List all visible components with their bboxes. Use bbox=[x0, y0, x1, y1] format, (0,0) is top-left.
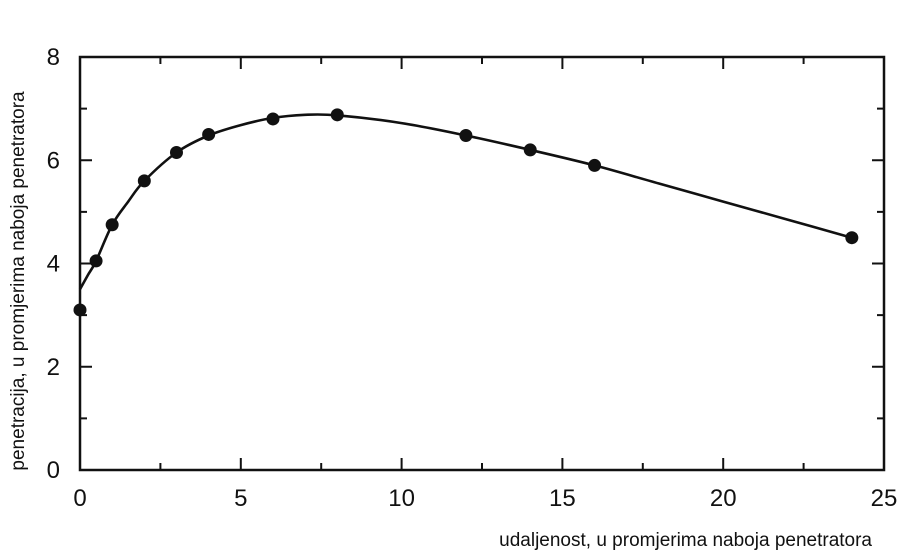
x-tick-label: 0 bbox=[73, 485, 86, 512]
data-point bbox=[588, 158, 602, 172]
x-axis-title: udaljenost, u promjerima naboja penetrat… bbox=[499, 530, 872, 551]
y-tick-label: 4 bbox=[47, 251, 60, 278]
data-point bbox=[202, 127, 216, 141]
plot-frame bbox=[78, 55, 886, 472]
x-tick-label: 15 bbox=[549, 485, 576, 512]
axis-ticks bbox=[79, 56, 885, 471]
data-point bbox=[89, 254, 103, 268]
data-point bbox=[266, 112, 280, 126]
y-tick-label: 6 bbox=[47, 147, 60, 174]
data-point bbox=[105, 218, 119, 232]
data-point bbox=[169, 146, 183, 160]
series-line bbox=[78, 113, 853, 290]
y-tick-label: 2 bbox=[47, 354, 60, 381]
data-curve bbox=[78, 113, 853, 290]
x-tick-label: 10 bbox=[388, 485, 415, 512]
x-tick-label: 5 bbox=[234, 485, 247, 512]
y-tick-label: 0 bbox=[47, 457, 60, 484]
tick-labels: 0 5 10 15 20 25 0 2 4 6 8 bbox=[47, 44, 898, 512]
y-tick-label: 8 bbox=[47, 44, 60, 71]
data-points bbox=[73, 108, 859, 317]
x-tick-label: 20 bbox=[710, 485, 737, 512]
plot-border bbox=[78, 55, 886, 472]
data-point bbox=[330, 108, 344, 122]
y-axis-title: penetracija, u promjerima naboja penetra… bbox=[8, 91, 29, 471]
data-point bbox=[459, 128, 473, 142]
data-point bbox=[73, 303, 87, 317]
data-point bbox=[845, 231, 859, 245]
data-point bbox=[523, 143, 537, 157]
x-tick-label: 25 bbox=[871, 485, 898, 512]
data-point bbox=[137, 174, 151, 188]
